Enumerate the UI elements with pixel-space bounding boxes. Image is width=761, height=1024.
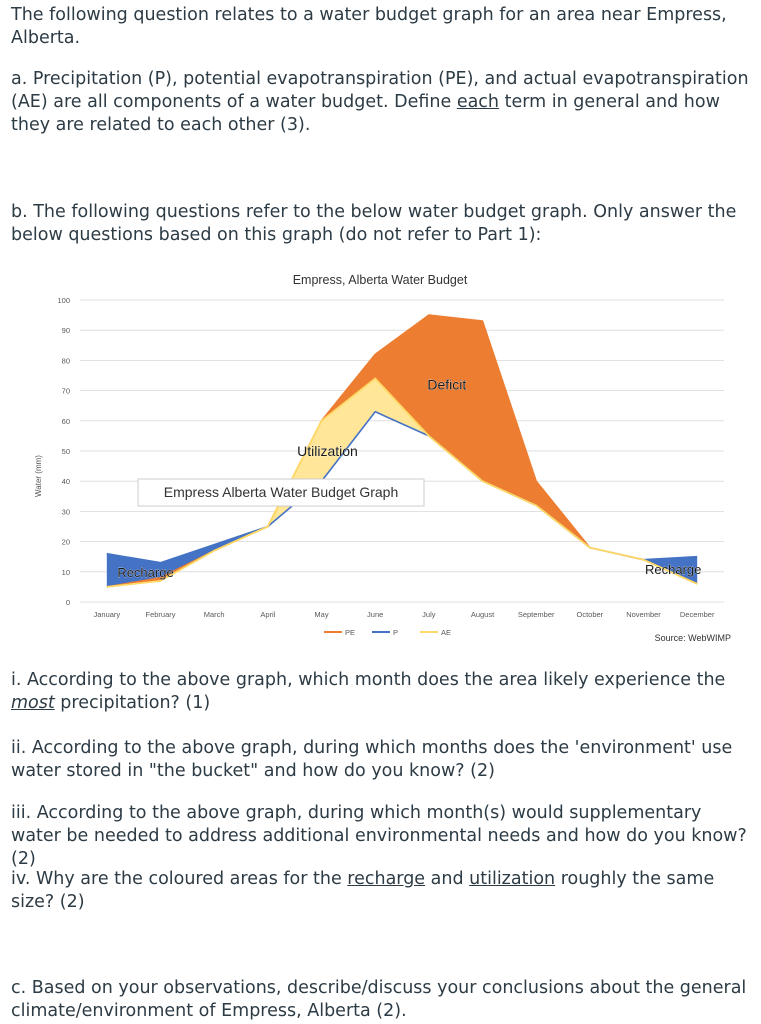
x-tick-label: September <box>518 610 555 619</box>
part-a-text-before: a. Precipitation (P), potential evapotra… <box>11 69 749 112</box>
series-line-ae <box>106 377 698 588</box>
x-tick-label: June <box>367 610 383 619</box>
chart-source: Source: WebWIMP <box>655 633 731 643</box>
chart-caption-box: Empress Alberta Water Budget Graph <box>137 478 425 507</box>
intro-line-1: The following question relates to a wate… <box>11 5 727 25</box>
chart-annotations: Deficit Utilization Recharge Recharge <box>117 376 701 580</box>
chart-legend: PE P AE <box>324 628 451 637</box>
part-a-question: a. Precipitation (P), potential evapotra… <box>11 68 751 137</box>
deficit-area <box>321 315 590 548</box>
x-tick-label: November <box>626 610 661 619</box>
y-tick-label: 0 <box>66 598 70 607</box>
y-tick-label: 80 <box>62 356 70 365</box>
y-tick-label: 10 <box>62 568 70 577</box>
question-iv-emphasis-utilization: utilization <box>469 869 556 889</box>
legend-label: PE <box>345 628 355 637</box>
y-tick-label: 40 <box>62 477 70 486</box>
y-tick-label: 30 <box>62 507 70 516</box>
y-axis-label: Water (mm) <box>34 455 43 497</box>
x-tick-label: April <box>260 610 275 619</box>
legend-label: P <box>393 628 398 637</box>
annotation-label: Utilization <box>297 443 358 459</box>
x-tick-labels: January February March April May June July Augu… <box>93 610 714 619</box>
question-iii: iii. According to the above graph, durin… <box>11 803 747 869</box>
x-tick-label: May <box>314 610 328 619</box>
chart-series-lines <box>106 314 698 588</box>
x-tick-label: October <box>576 610 603 619</box>
question-i-after: precipitation? (1) <box>54 693 211 713</box>
deficit-area <box>106 550 215 587</box>
y-tick-labels: 0 10 20 30 40 50 60 70 80 90 100 <box>57 296 70 607</box>
question-iv-after: roughly the same size? (2) <box>11 869 715 912</box>
recharge-area <box>106 526 268 587</box>
question-i-before: i. According to the above graph, which m… <box>11 670 726 690</box>
x-tick-label: February <box>145 610 175 619</box>
question-iv-emphasis-recharge: recharge <box>347 869 426 889</box>
x-tick-label: December <box>680 610 715 619</box>
question-iv-mid: and <box>425 869 470 889</box>
x-tick-label: January <box>93 610 120 619</box>
intro-text: The following question relates to a wate… <box>11 4 751 50</box>
chart-svg: Empress, Alberta Water Budget 0 10 20 30 40 5… <box>34 273 731 643</box>
y-tick-label: 60 <box>62 417 70 426</box>
chart-title: Empress, Alberta Water Budget <box>293 273 468 287</box>
question-i: i. According to the above graph, which m… <box>11 669 751 715</box>
y-tick-label: 100 <box>57 296 70 305</box>
question-ii: ii. According to the above graph, during… <box>11 738 733 781</box>
question-iv: iv. Why are the coloured areas for the r… <box>11 868 751 914</box>
x-tick-label: August <box>471 610 495 619</box>
annotation-label: Recharge <box>645 562 701 577</box>
y-tick-label: 70 <box>62 387 70 396</box>
y-tick-label: 90 <box>62 326 70 335</box>
intro-line-2: Alberta. <box>11 28 81 48</box>
caption-box-border <box>137 478 425 507</box>
annotation-label: Deficit <box>427 377 466 393</box>
x-tick-label: July <box>422 610 436 619</box>
part-c-question: c. Based on your observations, describe/… <box>11 978 747 1021</box>
chart-caption: Empress Alberta Water Budget Graph <box>164 484 398 500</box>
legend-label: AE <box>441 628 451 637</box>
part-a-emphasis: each <box>456 92 500 112</box>
part-b-question: b. The following questions refer to the … <box>11 202 737 245</box>
y-tick-label: 20 <box>62 538 70 547</box>
y-tick-label: 50 <box>62 447 70 456</box>
question-i-emphasis: most <box>11 693 55 713</box>
part-a-text-after: term in general and how they are related… <box>11 92 720 135</box>
water-budget-chart: Empress, Alberta Water Budget 0 10 20 30 40 5… <box>28 264 740 654</box>
annotation-label: Recharge <box>117 565 173 580</box>
x-tick-label: March <box>204 610 225 619</box>
question-iv-before: iv. Why are the coloured areas for the <box>11 869 348 889</box>
